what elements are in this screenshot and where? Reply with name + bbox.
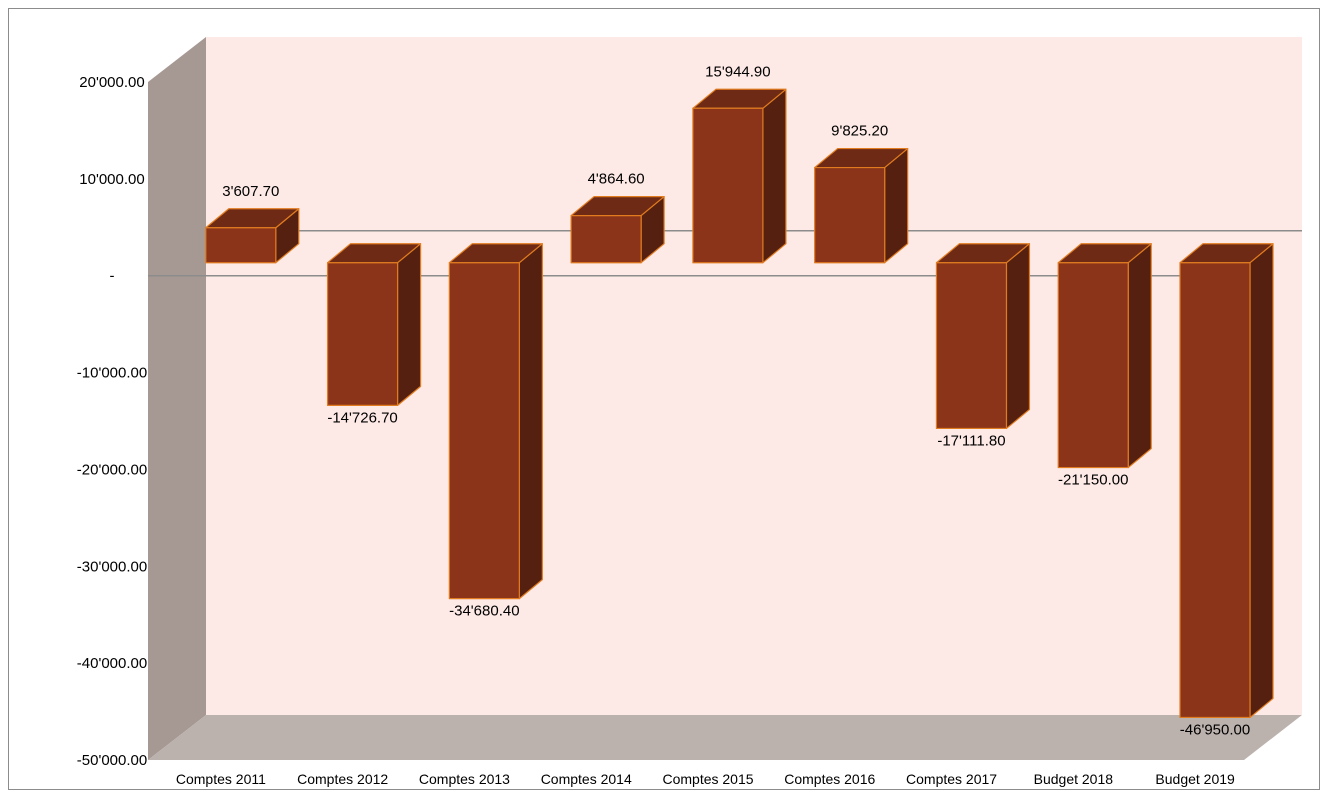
bar <box>205 227 277 264</box>
x-tick-label: Comptes 2017 <box>906 771 997 787</box>
bar <box>692 107 764 264</box>
x-tick-label: Comptes 2014 <box>541 771 632 787</box>
data-label: 9'825.20 <box>831 123 888 140</box>
data-label: -14'726.70 <box>327 409 397 426</box>
y-tick-label: -20'000.00 <box>77 461 147 478</box>
bar-side <box>518 243 543 600</box>
data-label: 4'864.60 <box>588 171 645 188</box>
x-tick-label: Comptes 2012 <box>297 771 388 787</box>
x-tick-label: Budget 2018 <box>1034 771 1114 787</box>
x-tick-label: Comptes 2015 <box>662 771 753 787</box>
x-tick-label: Comptes 2013 <box>419 771 510 787</box>
bar-side <box>1249 243 1274 719</box>
bar-side <box>396 243 422 406</box>
bar <box>448 262 520 600</box>
y-tick-label: -50'000.00 <box>77 752 147 769</box>
floor <box>148 715 1302 760</box>
y-tick-label: 20'000.00 <box>79 74 144 91</box>
data-label: 3'607.70 <box>222 183 279 200</box>
bar <box>1057 262 1129 469</box>
bar <box>814 166 886 264</box>
bar-side <box>762 88 787 264</box>
bar-side <box>1005 243 1031 430</box>
bar <box>326 262 399 406</box>
side-wall <box>148 37 206 760</box>
x-tick-label: Comptes 2016 <box>784 771 875 787</box>
bar <box>1179 262 1251 719</box>
bar <box>570 214 642 264</box>
y-tick-label: -10'000.00 <box>77 365 147 382</box>
data-label: -17'111.80 <box>937 432 1005 449</box>
x-tick-label: Comptes 2011 <box>176 771 266 787</box>
bar-side <box>884 147 909 264</box>
data-label: -21'150.00 <box>1058 472 1128 489</box>
y-tick-label: -40'000.00 <box>77 655 147 672</box>
data-label: -46'950.00 <box>1180 721 1250 738</box>
data-label: 15'944.90 <box>705 63 770 80</box>
y-tick-label: - <box>110 268 115 285</box>
x-tick-label: Budget 2019 <box>1155 771 1235 787</box>
y-tick-label: 10'000.00 <box>79 171 144 188</box>
bar <box>935 262 1008 430</box>
data-label: -34'680.40 <box>449 603 519 620</box>
bar-side <box>1127 243 1152 469</box>
y-tick-label: -30'000.00 <box>77 558 147 575</box>
